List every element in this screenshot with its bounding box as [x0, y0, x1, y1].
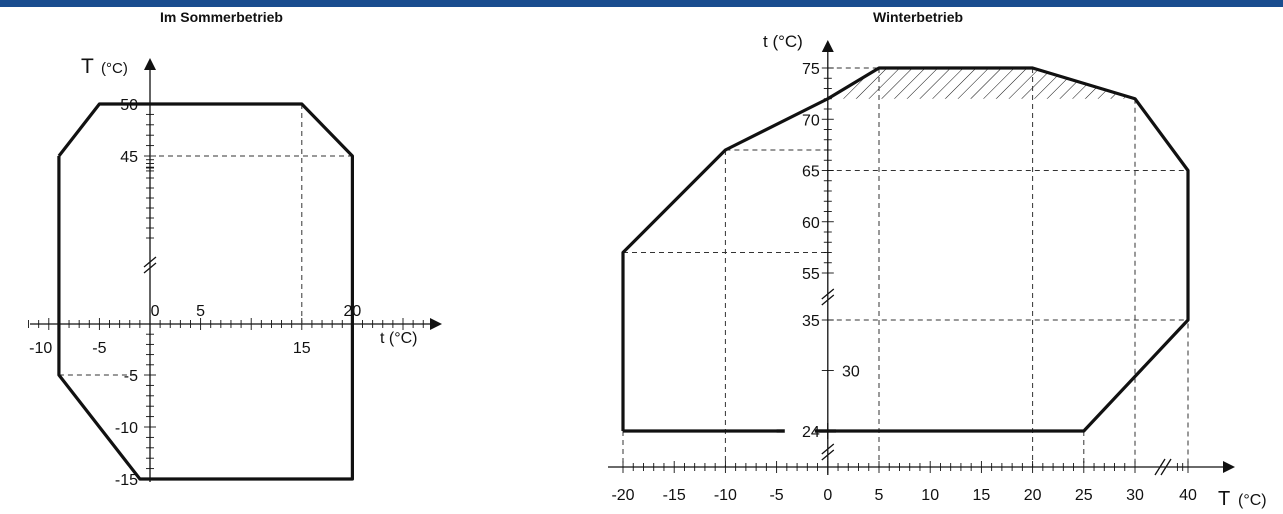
winter-x-tick-label: 20 [1024, 487, 1042, 504]
winter-x-arrow [1223, 461, 1235, 473]
summer-x-tick-label: 5 [196, 303, 205, 320]
winter-x-tick-label: 30 [1126, 487, 1144, 504]
winter-y-tick-label: 55 [802, 266, 820, 283]
summer-y-tick-label: -10 [115, 420, 138, 437]
winter-y-break-lower [821, 443, 835, 461]
winter-y-tick-label: 30 [842, 363, 860, 380]
winter-y-tick-label: 24 [802, 424, 820, 441]
summer-envelope-line [57, 102, 354, 481]
winter-x-tick-label: -20 [611, 487, 634, 504]
summer-x-tick-label: 15 [293, 340, 311, 357]
winter-x-tick-label: -5 [769, 487, 783, 504]
winter-y-break-upper [821, 288, 835, 306]
summer-x-axis-label: t (°C) [380, 330, 418, 347]
summer-x-tick-label: -5 [92, 340, 106, 357]
winter-x-tick-label: 15 [973, 487, 991, 504]
summer-y-axis-label: T [81, 55, 94, 78]
summer-x-tick-label: 20 [344, 303, 362, 320]
winter-x-axis-label: T [1218, 488, 1230, 510]
winter-y-arrow [821, 40, 834, 52]
winter-y-tick-label: 35 [802, 313, 820, 330]
summer-x-tick-label: -10 [29, 340, 52, 357]
winter-y-tick-label: 75 [802, 61, 820, 78]
winter-y-tick-label: 70 [802, 112, 820, 129]
winter-x-tick-label: 5 [875, 487, 884, 504]
winter-envelope-gap-mask [784, 427, 815, 435]
summer-y-break [143, 256, 157, 274]
winter-x-tick-label: -10 [714, 487, 737, 504]
summer-y-axis-label-unit: (°C) [101, 60, 128, 77]
winter-y-tick-label: 60 [802, 215, 820, 232]
summer-y-tick-label: 45 [120, 149, 138, 166]
summer-y-tick-label: -5 [124, 368, 138, 385]
winter-x-tick-label: 40 [1179, 487, 1197, 504]
winter-y-tick-label: 65 [802, 164, 820, 181]
winter-y-axis-label: t (°C) [763, 32, 803, 51]
summer-y-tick-label: 50 [120, 97, 138, 114]
top-bar [0, 0, 1283, 7]
summer-y-tick-label: -15 [115, 472, 138, 489]
summer-y-arrow [144, 58, 156, 70]
winter-x-tick-label: -15 [663, 487, 686, 504]
winter-x-tick-label: 25 [1075, 487, 1093, 504]
summer-x-tick-label: 0 [151, 303, 160, 320]
summer-chart-title: Im Sommerbetrieb [160, 9, 283, 25]
winter-x-break [1154, 458, 1172, 476]
winter-chart-title: Winterbetrieb [873, 9, 964, 25]
winter-x-axis-label-unit: (°C) [1238, 492, 1267, 509]
winter-x-tick-label: 0 [823, 487, 832, 504]
winter-envelope-line [621, 66, 1190, 433]
winter-x-tick-label: 10 [921, 487, 939, 504]
